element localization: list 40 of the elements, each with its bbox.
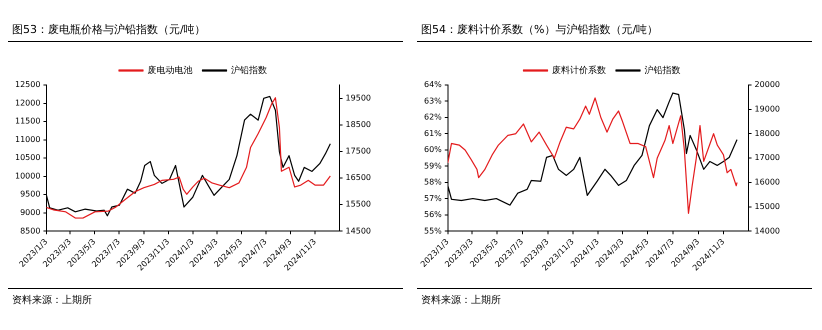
chart-title: 图54：废料计价系数（%）与沪铅指数（元/吨） — [417, 8, 812, 42]
y-tick-label: 60% — [424, 145, 442, 154]
text: 资料来源：上期所 — [421, 294, 502, 307]
y-tick-label: 57% — [424, 194, 442, 203]
y-tick-label: 63% — [424, 96, 442, 106]
legend-label: 废料计价系数 — [552, 64, 606, 76]
y2-tick-label: 18000 — [754, 128, 780, 138]
legend-label: 沪铅指数 — [231, 64, 267, 76]
y-tick-label: 64% — [424, 80, 442, 90]
y-tick-label: 62% — [424, 112, 442, 122]
y2-tick-label: 19000 — [754, 104, 780, 114]
y-tick-label: 10000 — [14, 171, 40, 180]
y-tick-label: 9000 — [20, 208, 40, 218]
legend-label: 沪铅指数 — [644, 64, 680, 76]
y2-tick-label: 15000 — [754, 202, 780, 211]
y-tick-label: 12000 — [14, 98, 40, 108]
y2-tick-label: 19500 — [346, 93, 372, 102]
y-tick-label: 9500 — [20, 190, 40, 199]
y2-tick-label: 17500 — [346, 146, 372, 156]
y-tick-label: 56% — [424, 210, 442, 220]
y-tick-label: 8500 — [20, 226, 40, 236]
y2-tick-label: 16000 — [754, 178, 780, 187]
y2-tick-label: 18500 — [346, 120, 372, 129]
y-tick-label: 59% — [424, 161, 442, 170]
y2-tick-label: 20000 — [754, 80, 780, 90]
chart-title: 图53：废电瓶价格与沪铅指数（元/吨） — [8, 8, 403, 42]
text: 资料来源：上期所 — [12, 294, 93, 307]
y2-tick-label: 14000 — [754, 226, 780, 236]
legend-label: 废电动电池 — [148, 64, 192, 76]
y-tick-label: 58% — [424, 178, 442, 187]
y-tick-label: 55% — [424, 226, 442, 236]
y-tick-label: 11000 — [14, 134, 40, 144]
y2-tick-label: 16500 — [346, 173, 372, 182]
y2-tick-label: 15500 — [346, 200, 372, 209]
y2-tick-label: 17000 — [754, 153, 780, 162]
y-tick-label: 10500 — [14, 153, 40, 162]
y-tick-label: 12500 — [14, 80, 40, 90]
y-tick-label: 61% — [424, 128, 442, 138]
y2-tick-label: 14500 — [346, 226, 372, 236]
y-tick-label: 11500 — [14, 116, 40, 126]
